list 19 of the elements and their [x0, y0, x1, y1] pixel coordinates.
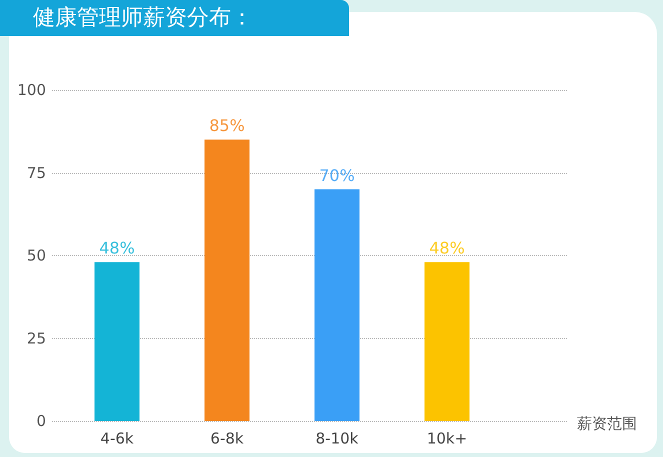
x-tick-label: 4-6k: [100, 430, 134, 448]
data-label: 85%: [209, 116, 245, 136]
y-tick-label: 0: [36, 412, 46, 430]
chart-title: 健康管理师薪资分布：: [33, 6, 253, 30]
y-tick-label: 25: [26, 329, 46, 348]
x-tick-label: 6-8k: [210, 430, 244, 448]
data-label: 70%: [319, 166, 355, 185]
x-axis-title: 薪资范围: [577, 414, 637, 432]
bar: [424, 262, 470, 421]
bar: [204, 140, 250, 421]
bar: [314, 189, 360, 421]
bar: [94, 262, 140, 421]
y-tick-label: 75: [26, 164, 46, 182]
y-tick-label: 100: [17, 81, 46, 99]
data-label: 48%: [99, 238, 135, 258]
x-tick-label: 10k+: [426, 430, 468, 448]
x-tick-label: 8-10k: [316, 430, 359, 448]
data-label: 48%: [429, 238, 465, 258]
y-tick-label: 50: [26, 246, 46, 264]
